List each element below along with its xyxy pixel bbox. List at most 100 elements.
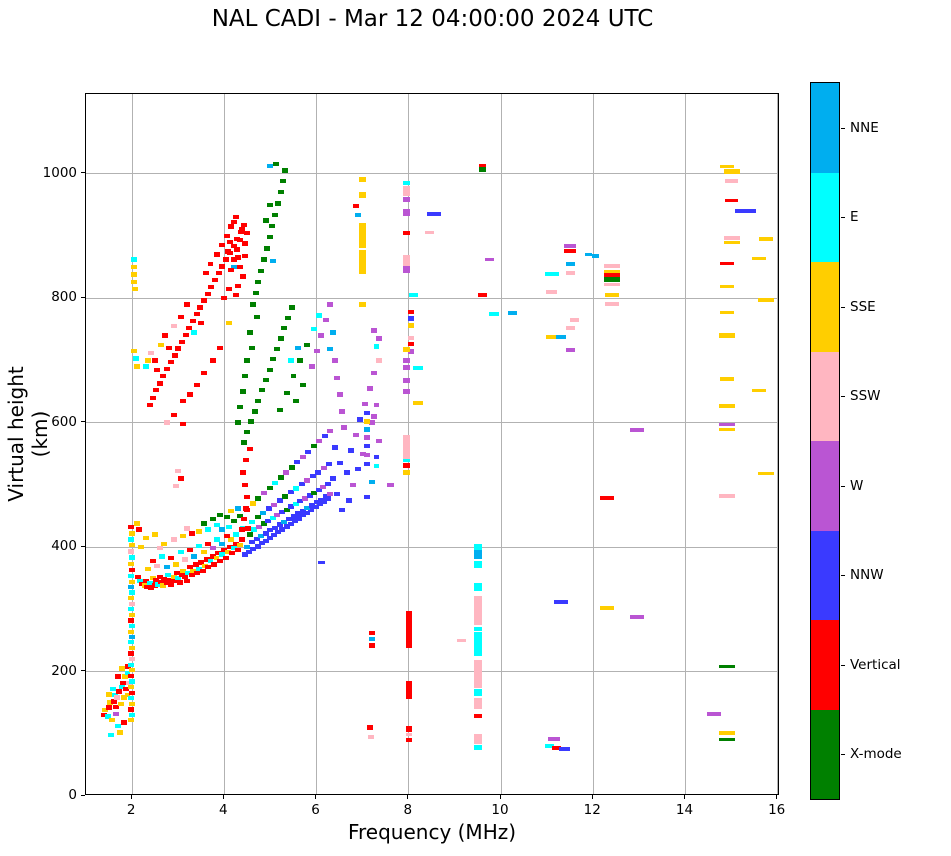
data-point (123, 686, 130, 692)
data-point (153, 388, 160, 393)
data-point (113, 711, 120, 717)
data-point (242, 373, 249, 379)
data-point (545, 335, 558, 340)
x-tick (407, 795, 409, 799)
data-point (105, 692, 112, 697)
data-point (267, 164, 274, 169)
data-point (225, 549, 231, 555)
y-tick (81, 545, 85, 547)
grid-line-y (86, 546, 778, 548)
data-point (281, 325, 288, 331)
data-point (292, 398, 299, 403)
data-point (403, 459, 410, 463)
x-tick-label: 6 (311, 802, 320, 818)
data-point (600, 496, 614, 500)
data-point (129, 612, 136, 618)
data-point (158, 579, 165, 585)
data-point (592, 253, 599, 258)
data-point (124, 670, 131, 675)
data-point (273, 346, 280, 352)
data-point (253, 536, 260, 542)
data-point (474, 688, 482, 697)
data-point (192, 562, 199, 567)
data-point (131, 257, 138, 262)
data-point (209, 554, 216, 559)
data-point (403, 365, 410, 371)
data-point (271, 502, 278, 507)
data-point (249, 539, 255, 545)
data-point (211, 562, 218, 567)
data-point (250, 546, 257, 552)
data-point (127, 651, 134, 656)
data-point (297, 358, 304, 363)
colorbar-segment-vertical (811, 620, 839, 710)
data-point (334, 375, 341, 380)
data-point (548, 736, 560, 741)
data-point (219, 527, 226, 532)
data-point (403, 197, 410, 203)
data-point (630, 428, 644, 432)
data-point (142, 535, 149, 540)
data-point (424, 231, 435, 235)
grid-line-y (86, 671, 778, 673)
data-point (190, 568, 197, 573)
data-point (759, 237, 774, 241)
data-point (269, 515, 276, 520)
colorbar-category-label: X-mode (850, 746, 902, 763)
data-point (403, 230, 410, 235)
y-tick-label: 200 (51, 662, 77, 679)
data-point (723, 241, 740, 245)
data-point (207, 261, 214, 267)
x-tick-label: 12 (583, 802, 601, 818)
data-point (122, 674, 129, 679)
data-point (232, 541, 239, 547)
data-point (225, 286, 232, 291)
data-point (364, 427, 371, 432)
data-point (146, 580, 153, 586)
y-tick (81, 670, 85, 672)
data-point (235, 420, 242, 425)
data-point (262, 538, 269, 543)
data-point (266, 234, 273, 240)
data-point (405, 610, 413, 646)
data-point (403, 266, 410, 273)
grid-line-y (86, 297, 778, 299)
data-point (408, 293, 418, 297)
data-point (322, 317, 329, 323)
data-point (200, 549, 207, 555)
data-point (304, 478, 311, 483)
data-point (156, 546, 163, 551)
data-point (272, 480, 279, 486)
data-point (152, 532, 159, 537)
grid-line-y (86, 422, 778, 424)
data-point (251, 527, 258, 532)
data-point (161, 541, 168, 547)
data-point (604, 293, 619, 297)
data-point (283, 470, 290, 475)
data-point (198, 560, 205, 565)
data-point (359, 268, 366, 275)
data-point (255, 524, 262, 530)
data-point (213, 556, 220, 561)
data-point (133, 364, 140, 369)
data-point (565, 262, 575, 266)
data-point (178, 339, 185, 344)
data-point (403, 463, 410, 469)
data-point (102, 707, 109, 713)
data-point (115, 724, 122, 729)
data-point (118, 684, 125, 690)
data-point (302, 496, 309, 501)
data-point (216, 558, 223, 563)
data-point (238, 537, 245, 542)
data-point (368, 643, 375, 648)
data-point (266, 367, 273, 372)
data-point (129, 531, 136, 536)
data-point (405, 725, 413, 732)
data-point (237, 404, 244, 410)
data-point (320, 485, 327, 490)
data-point (127, 574, 134, 579)
data-point (244, 544, 251, 550)
x-tick (130, 795, 132, 799)
data-point (405, 641, 413, 648)
data-point (313, 348, 320, 354)
